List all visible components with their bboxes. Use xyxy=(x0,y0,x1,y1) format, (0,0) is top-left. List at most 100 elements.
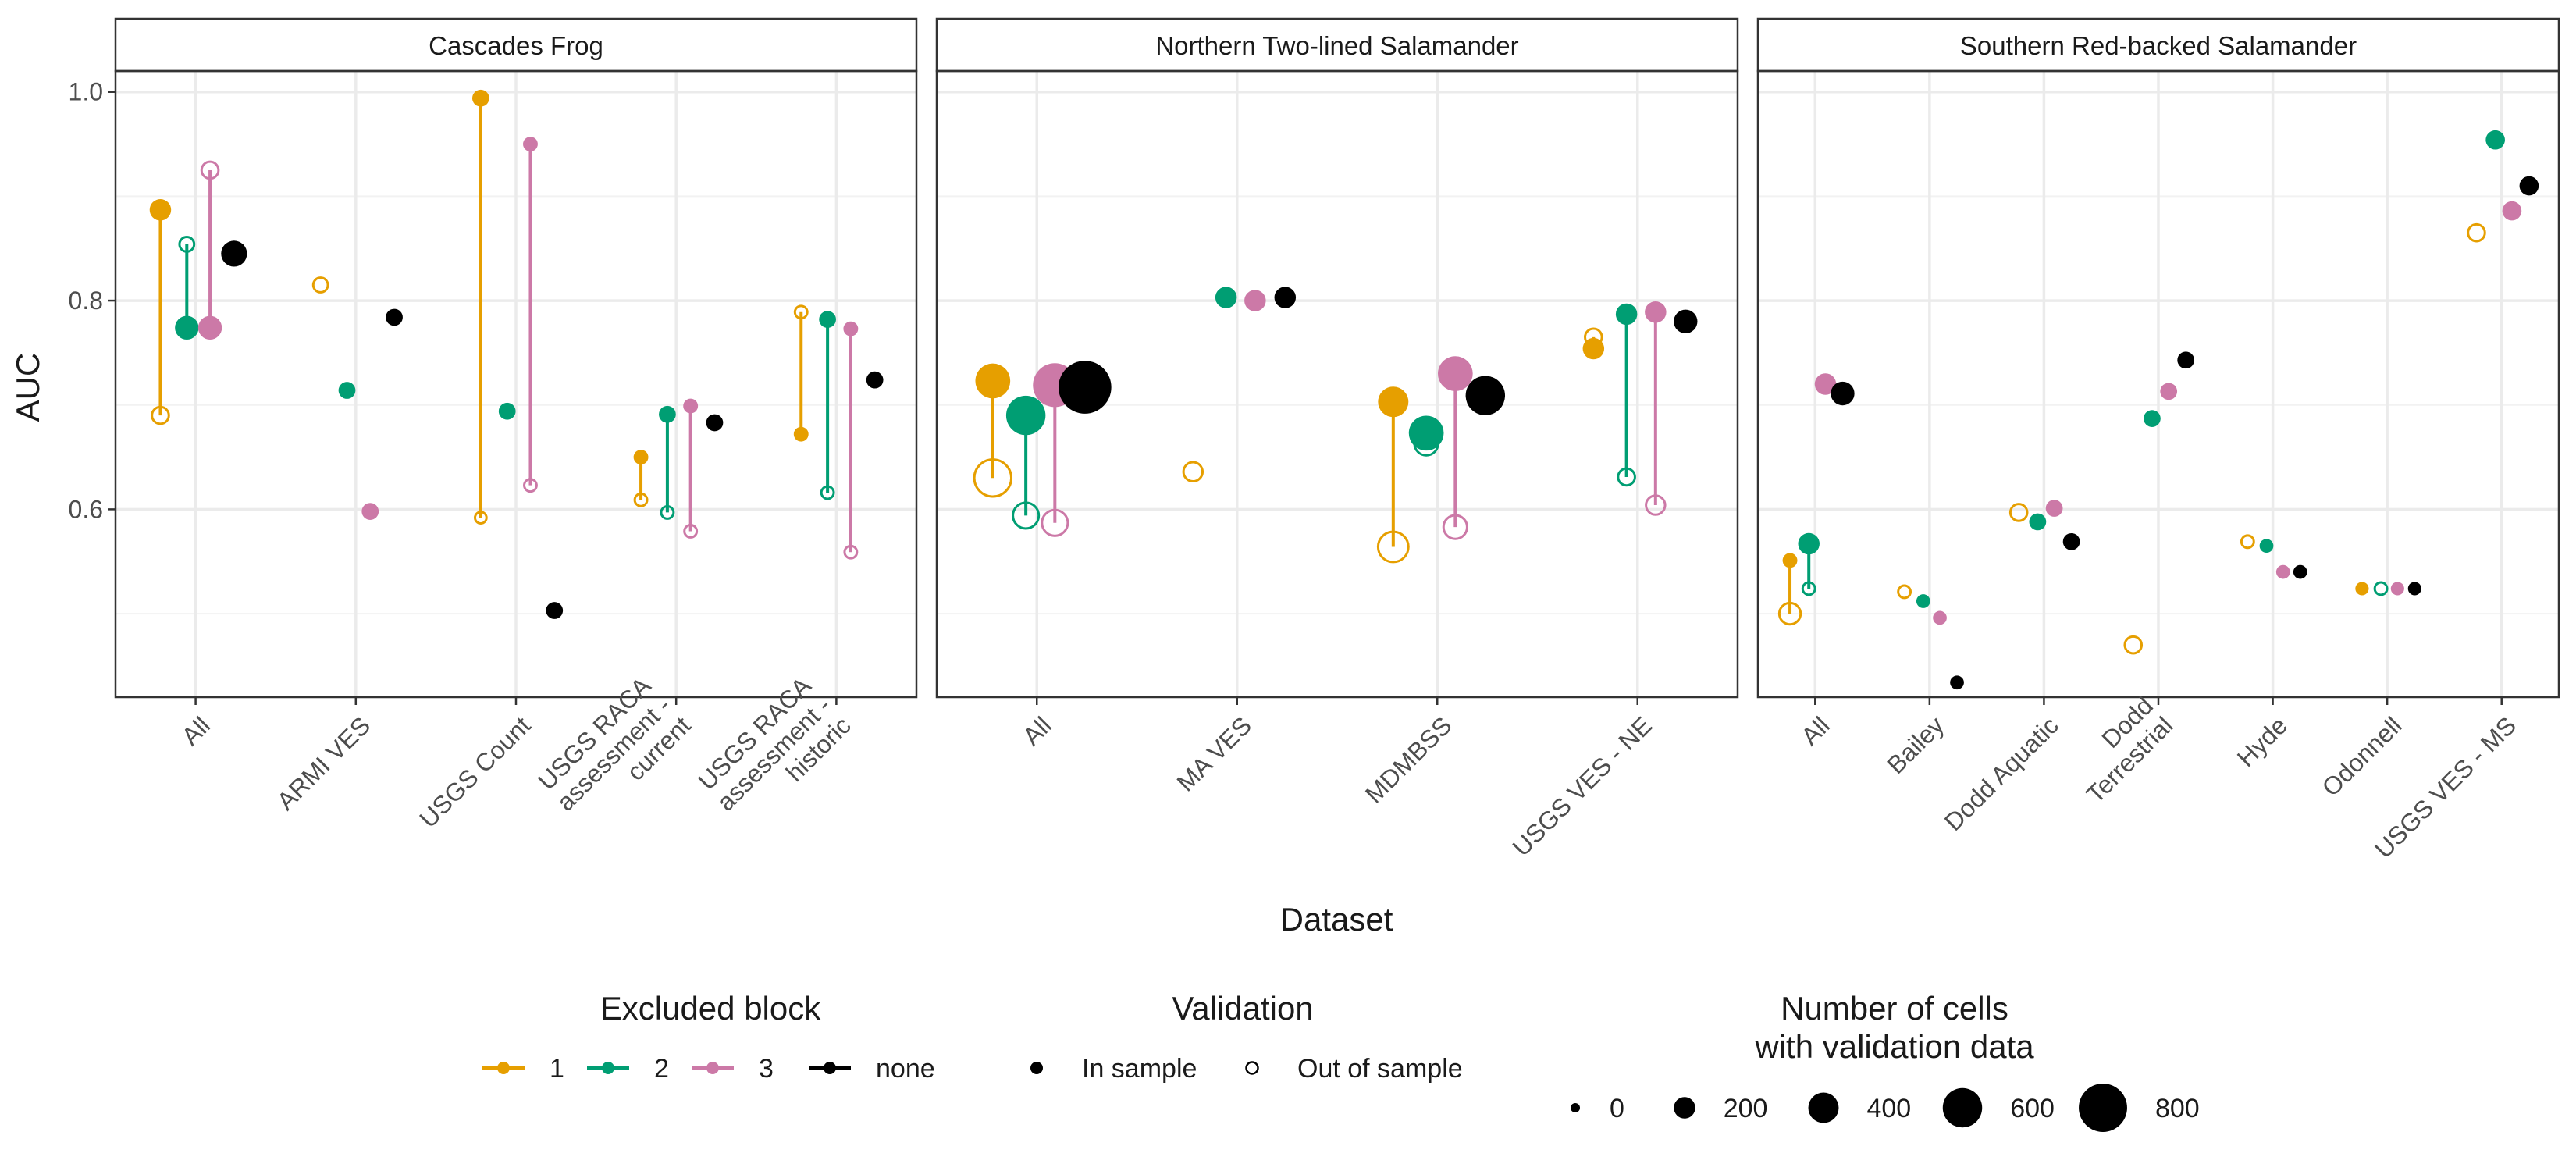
legend-size-dot xyxy=(1942,1087,1983,1128)
point-hyde-block-none-in-sample xyxy=(2293,564,2307,579)
legend-label-size-0: 0 xyxy=(1610,1094,1624,1123)
point-all-block-1-out-of-sample xyxy=(1777,601,1802,626)
point-mdmbss-block-1-in-sample xyxy=(1378,386,1409,418)
point-odonnell-block-2-out-of-sample xyxy=(2373,581,2389,596)
point-usgs-ves-ne-block-none-in-sample xyxy=(1674,309,1698,333)
point-usgs-ves-ms-block-none-in-sample xyxy=(2519,176,2539,196)
legend-label-block-3: 3 xyxy=(759,1054,774,1084)
legend-size-dot xyxy=(1808,1092,1839,1123)
legend-key-size-400: 400 xyxy=(1808,1092,1911,1123)
point-dodd-terrestrial-block-none-in-sample xyxy=(2177,351,2195,369)
legend-key-size-200: 200 xyxy=(1674,1094,1767,1123)
point-all-block-none-in-sample xyxy=(1831,381,1855,406)
point-mdmbss-block-2-out-of-sample xyxy=(1413,430,1439,457)
legend-key-dot xyxy=(602,1062,614,1074)
point-usgs-ves-ne-block-3-in-sample xyxy=(1645,301,1667,323)
point-usgs-raca-assessment-current-block-3-out-of-sample xyxy=(683,524,699,539)
point-all-block-1-in-sample xyxy=(149,199,172,221)
legend-label-block-none: none xyxy=(876,1054,935,1084)
legend-key-dot xyxy=(824,1062,836,1074)
point-usgs-raca-assessment-current-block-3-in-sample xyxy=(683,398,699,414)
point-dodd-aquatic-block-2-in-sample xyxy=(2029,513,2047,531)
x-axis-title: Dataset xyxy=(1280,901,1393,938)
point-dodd-terrestrial-block-1-out-of-sample xyxy=(2123,635,2144,655)
point-odonnell-block-1-in-sample xyxy=(2355,582,2369,596)
point-usgs-raca-assessment-historic-block-2-out-of-sample xyxy=(820,485,835,500)
point-hyde-block-3-in-sample xyxy=(2275,564,2290,579)
legend-label-size-200: 200 xyxy=(1724,1094,1768,1123)
point-usgs-ves-ms-block-2-in-sample xyxy=(2485,130,2505,150)
point-all-block-none-in-sample xyxy=(1058,361,1112,414)
point-dodd-aquatic-block-none-in-sample xyxy=(2062,532,2080,550)
legend-key-block-1: 1 xyxy=(482,1054,564,1084)
legend-key-out-of-sample: Out of sample xyxy=(1245,1054,1463,1084)
point-usgs-ves-ms-block-1-out-of-sample xyxy=(2467,222,2486,243)
panel-border xyxy=(935,69,1739,699)
legend-title-excluded-block: Excluded block xyxy=(600,990,821,1027)
point-usgs-ves-ne-block-3-out-of-sample xyxy=(1645,494,1667,516)
legend-title-validation: Validation xyxy=(1172,990,1313,1027)
panel-strip xyxy=(116,19,916,71)
legend-key-dot xyxy=(497,1062,510,1074)
y-axis: 0.6 0.8 1.0 xyxy=(69,78,116,523)
point-armi-ves-block-none-in-sample xyxy=(386,308,403,326)
point-usgs-ves-ne-block-2-in-sample xyxy=(1615,303,1638,326)
point-armi-ves-block-1-out-of-sample xyxy=(311,276,329,294)
point-all-block-3-out-of-sample xyxy=(1041,508,1069,537)
legend-title-number-of-cells-line-1: Number of cells xyxy=(1781,990,2008,1027)
point-usgs-ves-ms-block-3-in-sample xyxy=(2502,201,2522,221)
legend-label-block-2: 2 xyxy=(654,1054,669,1084)
point-usgs-raca-assessment-current-block-2-out-of-sample xyxy=(660,504,675,520)
y-tick-label: 0.6 xyxy=(69,495,103,523)
legend-key-block-2: 2 xyxy=(587,1054,669,1084)
point-dodd-terrestrial-block-2-in-sample xyxy=(2144,410,2161,427)
point-bailey-block-1-out-of-sample xyxy=(1897,584,1912,600)
point-usgs-count-block-1-in-sample xyxy=(471,89,489,107)
point-all-block-1-in-sample xyxy=(1782,553,1798,568)
point-usgs-ves-ne-block-2-out-of-sample xyxy=(1617,467,1636,487)
legend-key-block-none: none xyxy=(809,1054,935,1084)
panel-title: Northern Two-lined Salamander xyxy=(1155,31,1518,60)
point-all-block-2-out-of-sample xyxy=(178,236,196,253)
point-armi-ves-block-2-in-sample xyxy=(338,382,356,399)
point-mdmbss-block-3-out-of-sample xyxy=(1442,514,1468,540)
y-tick-label: 1.0 xyxy=(69,78,103,106)
point-dodd-terrestrial-block-3-in-sample xyxy=(2160,383,2178,400)
point-ma-ves-block-1-out-of-sample xyxy=(1182,461,1204,483)
legend-validation-symbol xyxy=(1030,1062,1043,1074)
point-usgs-ves-ne-block-1-out-of-sample xyxy=(1584,327,1603,347)
legend-key-block-3: 3 xyxy=(692,1054,774,1084)
point-odonnell-block-3-in-sample xyxy=(2390,582,2404,596)
point-usgs-raca-assessment-historic-block-1-out-of-sample xyxy=(793,304,809,320)
point-all-block-2-in-sample xyxy=(1798,532,1820,555)
legend-label-size-800: 800 xyxy=(2155,1094,2200,1123)
point-bailey-block-3-in-sample xyxy=(1933,610,1947,625)
point-mdmbss-block-3-in-sample xyxy=(1437,356,1473,391)
data-points xyxy=(973,287,1698,564)
point-all-block-1-out-of-sample xyxy=(151,405,170,425)
y-tick-label: 0.8 xyxy=(69,287,103,315)
point-usgs-count-block-3-out-of-sample xyxy=(523,478,538,493)
point-all-block-1-out-of-sample xyxy=(973,458,1013,498)
point-dodd-aquatic-block-1-out-of-sample xyxy=(2008,503,2029,522)
point-usgs-count-block-1-out-of-sample xyxy=(473,511,488,525)
legend-label-out-of-sample: Out of sample xyxy=(1297,1054,1463,1084)
point-hyde-block-2-in-sample xyxy=(2259,539,2274,553)
point-usgs-raca-assessment-current-block-2-in-sample xyxy=(659,405,676,423)
point-all-block-3-in-sample xyxy=(1814,373,1837,395)
point-all-block-none-in-sample xyxy=(221,240,247,267)
y-axis-title: AUC xyxy=(9,353,46,422)
legend-key-dot xyxy=(706,1062,719,1074)
point-all-block-2-in-sample xyxy=(1005,395,1046,436)
point-usgs-raca-assessment-historic-block-1-in-sample xyxy=(793,426,809,442)
legend-label-block-1: 1 xyxy=(550,1054,564,1084)
point-ma-ves-block-2-in-sample xyxy=(1215,287,1237,308)
point-usgs-raca-assessment-historic-block-3-out-of-sample xyxy=(843,544,859,560)
point-ma-ves-block-none-in-sample xyxy=(1274,287,1297,308)
legend-key-size-600: 600 xyxy=(1942,1087,2055,1128)
legend-label-size-400: 400 xyxy=(1866,1094,1911,1123)
legend-key-size-800: 800 xyxy=(2079,1084,2200,1132)
point-all-block-3-in-sample xyxy=(197,315,222,340)
